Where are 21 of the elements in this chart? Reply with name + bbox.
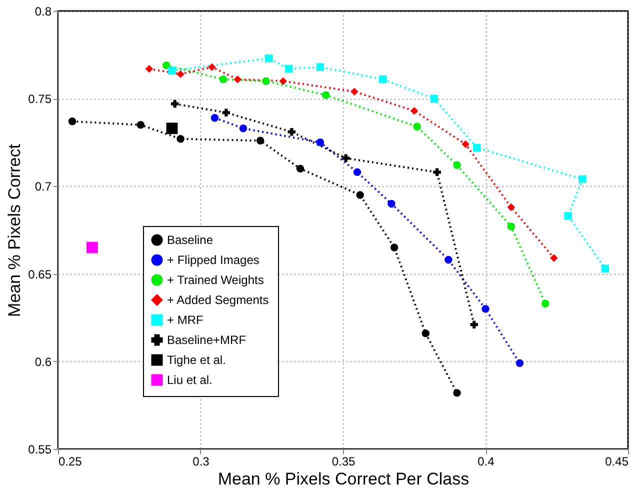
- y-tick-label: 0.75: [28, 92, 52, 106]
- legend-label: + Trained Weights: [167, 273, 264, 287]
- legend-label: Tighe et al.: [167, 353, 226, 367]
- y-tick-label: 0.6: [34, 354, 52, 369]
- legend-label: + MRF: [167, 313, 204, 327]
- y-tick-label: 0.8: [34, 4, 52, 18]
- y-axis-title: Mean % Pixels Correct: [5, 144, 24, 317]
- legend-label: + Flipped Images: [167, 253, 260, 267]
- x-tick-label: 0.3: [192, 454, 210, 468]
- y-tick-label: 0.7: [34, 180, 52, 194]
- x-tick-label: 0.35: [332, 454, 356, 468]
- y-tick-label: 0.55: [28, 442, 52, 456]
- x-tick-label: 0.45: [605, 454, 629, 468]
- legend-label: + Added Segments: [167, 293, 269, 307]
- legend-label: Baseline: [167, 233, 214, 247]
- x-tick-label: 0.4: [478, 454, 495, 468]
- x-tick-label: 0.25: [58, 454, 82, 468]
- legend-label: Liu et al.: [167, 373, 212, 387]
- x-axis-title: Mean % Pixels Correct Per Class: [218, 470, 470, 488]
- legend-label: Baseline+MRF: [167, 333, 246, 347]
- y-tick-label: 0.65: [28, 267, 52, 282]
